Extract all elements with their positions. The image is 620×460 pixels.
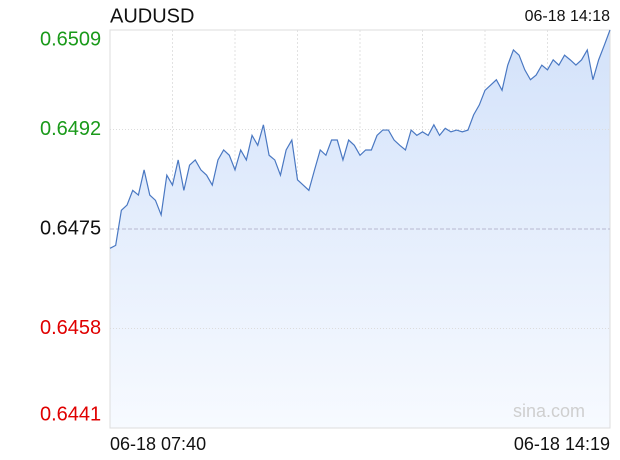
watermark: sina.com	[513, 401, 585, 421]
y-tick-label: 0.6458	[40, 317, 101, 339]
y-tick-label: 0.6509	[40, 28, 101, 50]
chart-title: AUDUSD	[110, 5, 194, 27]
y-tick-label: 0.6492	[40, 118, 101, 140]
price-line	[109, 29, 611, 249]
y-tick-label: 0.6441	[40, 403, 101, 425]
timestamp: 06-18 14:18	[525, 8, 611, 25]
x-end-label: 06-18 14:19	[514, 434, 610, 454]
y-tick-label: 0.6475	[40, 217, 101, 239]
x-start-label: 06-18 07:40	[110, 434, 206, 454]
